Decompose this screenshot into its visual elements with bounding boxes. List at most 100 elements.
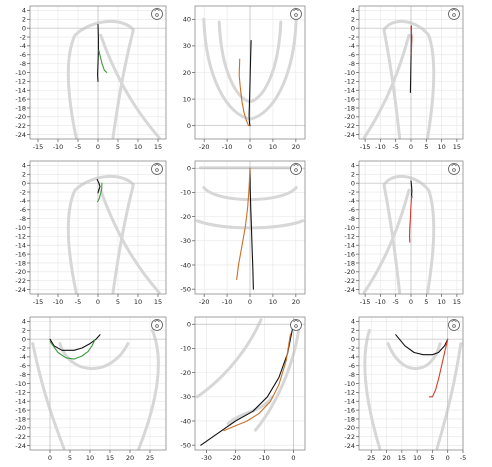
y-tick-label: -18	[15, 104, 26, 112]
y-tick-label: -12	[15, 233, 26, 241]
head-outline	[151, 319, 163, 331]
series-line-black	[97, 24, 99, 82]
y-tick-label: -2	[20, 33, 26, 41]
anatomy-outline	[362, 33, 411, 140]
head-orientation-icon	[448, 319, 460, 331]
x-tick-label: 0	[248, 298, 252, 306]
anatomy-outline	[66, 174, 135, 295]
head-outline	[151, 163, 163, 175]
anatomy-outline	[99, 188, 161, 295]
y-tick-label: -8	[349, 215, 355, 223]
y-tick-label: 4	[351, 7, 355, 15]
y-tick-label: 0	[187, 122, 191, 130]
head-marker	[294, 13, 298, 17]
x-tick-label: 5	[424, 298, 428, 306]
x-tick-label: -5	[75, 298, 81, 306]
head-nose	[451, 319, 457, 323]
y-tick-label: -20	[180, 213, 191, 221]
y-tick-label: 4	[351, 162, 355, 170]
y-tick-label: 20	[183, 69, 191, 77]
head-orientation-icon	[448, 8, 460, 20]
panel-sagittal-left-middle: -15 -10 -5 0 5 10 15420-2-4-6-8-10-12-14-16-18…	[344, 160, 464, 306]
x-tick-label: -20	[230, 454, 241, 462]
y-tick-label: -22	[15, 277, 26, 285]
head-marker	[155, 13, 159, 17]
anatomy-outline	[137, 328, 160, 451]
anatomy-outline	[254, 322, 301, 432]
head-orientation-icon	[290, 319, 302, 331]
panel-frontal-middle: -20 -10 0 10 20 0 -10 -20 -30 -40 -50	[180, 160, 306, 306]
head-orientation-icon	[290, 8, 302, 20]
head-outline	[448, 319, 460, 331]
y-tick-label: -12	[15, 389, 26, 397]
y-tick-label: 4	[351, 318, 355, 326]
anatomy-silhouette	[66, 174, 161, 295]
head-outline	[290, 163, 302, 175]
y-tick-label: 4	[22, 7, 26, 15]
y-tick-label: -4	[20, 353, 26, 361]
y-tick-label: 2	[351, 327, 355, 335]
y-tick-label: -4	[349, 197, 355, 205]
anatomy-outline	[195, 318, 263, 399]
y-tick-label: -50	[180, 285, 191, 293]
y-tick-label: -8	[20, 215, 26, 223]
y-tick-label: -14	[344, 398, 355, 406]
y-tick-label: -4	[20, 197, 26, 205]
y-tick-label: -2	[20, 344, 26, 352]
y-tick-label: 40	[183, 16, 191, 24]
y-tick-label: -14	[344, 242, 355, 250]
x-tick-label: -15	[360, 143, 371, 151]
y-tick-label: -6	[349, 362, 355, 370]
y-tick-label: -16	[15, 95, 26, 103]
head-marker	[155, 324, 159, 328]
x-tick-label: 5	[116, 143, 120, 151]
y-tick-label: -8	[20, 371, 26, 379]
y-tick-label: 0	[187, 321, 191, 329]
x-tick-label: 5	[424, 143, 428, 151]
head-nose	[154, 319, 160, 323]
y-tick-label: -40	[180, 261, 191, 269]
x-tick-label: 10	[437, 298, 445, 306]
panel-sagittal-right-top: -15 -10 -5 0 5 10 15420-2-4-6-8-10-12-14-16-18…	[15, 5, 167, 151]
y-tick-label: -50	[180, 441, 191, 449]
y-tick-label: 2	[22, 16, 26, 24]
anatomy-outline	[31, 342, 66, 451]
y-tick-label: -10	[15, 224, 26, 232]
x-tick-label: 10	[134, 298, 142, 306]
head-orientation-icon	[151, 319, 163, 331]
anatomy-silhouette	[362, 175, 436, 295]
series-line-black	[410, 180, 413, 198]
anatomy-silhouette	[195, 318, 301, 432]
anatomy-outline	[363, 328, 382, 451]
head-outline	[448, 163, 460, 175]
x-tick-label: -10	[222, 298, 233, 306]
y-tick-label: -6	[20, 206, 26, 214]
x-tick-label: 20	[292, 298, 300, 306]
y-tick-label: -12	[344, 233, 355, 241]
x-tick-label: -5	[392, 298, 398, 306]
y-tick-label: -22	[344, 433, 355, 441]
head-outline	[151, 8, 163, 20]
x-tick-label: 0	[48, 454, 52, 462]
head-orientation-icon	[151, 8, 163, 20]
y-tick-label: -12	[344, 389, 355, 397]
x-tick-label: 10	[269, 143, 277, 151]
x-tick-label: 15	[154, 298, 162, 306]
series-line-black	[248, 40, 252, 127]
y-tick-label: -30	[180, 393, 191, 401]
panel-horizontal-mirrored-bottom: 25 20 15 10 5 0 -5420-2-4-6-8-10-12-14-16-18-2…	[344, 316, 466, 462]
x-tick-label: 0	[446, 454, 450, 462]
series-line-black	[395, 334, 449, 356]
series-line-red	[410, 26, 413, 56]
y-tick-label: -22	[344, 277, 355, 285]
y-tick-label: -16	[15, 406, 26, 414]
head-marker	[452, 13, 456, 17]
head-marker	[452, 168, 456, 172]
y-tick-label: -22	[15, 433, 26, 441]
head-orientation-icon	[448, 163, 460, 175]
head-nose	[293, 8, 299, 12]
head-marker	[294, 324, 298, 328]
y-tick-label: 2	[351, 16, 355, 24]
y-tick-label: -2	[20, 188, 26, 196]
anatomy-outline	[99, 33, 161, 140]
